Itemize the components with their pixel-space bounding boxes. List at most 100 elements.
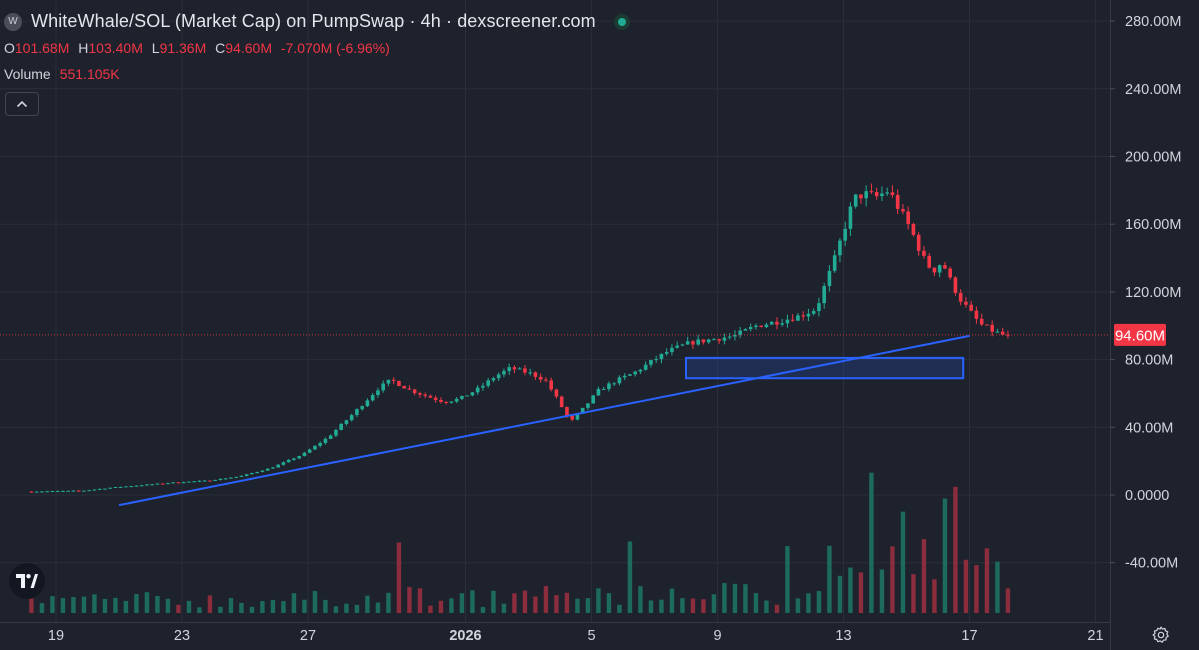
candle-body [691,341,695,345]
candle-body [848,206,853,229]
candle-body [964,301,968,305]
x-tick-label: 5 [587,628,595,644]
candle-body [517,368,522,370]
candle-body [575,413,580,420]
candle-body [680,344,685,346]
candle-body [381,383,385,391]
volume-bar [260,601,265,613]
volume-bar [638,586,643,613]
price-axis[interactable]: 280.00M 240.00M 200.00M 160.00M 120.00M 80.00… [1110,0,1181,650]
candle-body [895,195,900,210]
candle-body [129,486,133,488]
x-tick-label: 17 [961,628,977,644]
candle-body [29,491,34,493]
collapse-legend-button[interactable] [5,92,39,116]
candle-body [607,383,611,389]
volume-bar [701,599,706,613]
candle-body [549,380,553,390]
candle-body [475,387,480,393]
candle-body [376,390,380,396]
candle-body [402,385,406,389]
candle-body [554,389,559,397]
volume-bar [606,593,612,613]
candle-body [643,364,648,370]
volume-bar [501,603,507,613]
candle-body [108,487,112,489]
candle-body [785,319,790,324]
candle-body [780,323,784,325]
volume-bar [470,590,475,613]
candle-body [733,334,737,337]
y-tick-label: 160.00M [1125,217,1181,233]
gear-icon[interactable] [1150,624,1172,646]
y-tick-label: 40.00M [1125,420,1173,436]
candle-body [239,475,244,477]
volume-bar [711,594,717,613]
volume-bar [144,592,150,613]
candle-body [664,352,669,354]
candle-body [92,489,97,491]
candle-body [827,270,832,287]
candle-body [55,490,60,492]
volume-bar [806,593,811,613]
volume-bar [753,593,759,613]
volume-bar [176,604,181,613]
volume-bar [354,604,360,613]
volume-bar [942,498,948,613]
candle-body [822,286,826,304]
trendline [118,334,970,507]
volume-bar [323,599,328,613]
candle-body [260,470,265,472]
candle-body [187,481,191,483]
chevron-up-icon [16,100,28,108]
volume-bar [585,598,591,613]
candle-body [481,385,485,388]
candle-body [134,485,139,487]
candle-body [271,467,275,469]
volume-bar [774,604,780,613]
candle-body [617,377,622,384]
candle-body [911,223,916,235]
volume-bar [239,602,244,613]
candle-body [649,360,653,365]
candle-body [192,481,196,483]
candle-body [979,318,984,325]
gear-icon-glyph [1152,626,1169,643]
tradingview-logo-icon[interactable] [9,563,45,599]
candle-body [223,478,228,480]
drawings[interactable] [118,334,970,507]
volume-bar [543,586,549,613]
candle-body [790,319,795,321]
volume-bar [995,561,1000,613]
volume-bar [228,598,234,613]
candle-body [759,325,763,328]
candle-body [601,388,606,390]
candle-body [580,407,585,414]
candle-body [628,374,632,376]
candle-body [407,388,412,390]
candle-body [953,277,958,293]
candle-body [801,315,805,317]
candle-body [334,429,338,436]
time-axis[interactable]: 19 23 27 2026 5 9 13 17 21 [0,622,1110,645]
volume-bar [669,588,675,613]
candle-body [769,321,774,325]
volume-bar [92,594,97,613]
candle-body [197,480,202,482]
candle-body [370,395,375,401]
candle-body [670,347,674,353]
candle-body [932,267,937,273]
y-tick-label: 240.00M [1125,82,1181,98]
candle-body [297,456,301,459]
candle-body [433,397,438,400]
volume-bar [690,598,696,613]
volume-bar [627,541,633,613]
candle-body [754,325,758,328]
candle-body [244,474,249,476]
candle-body [386,379,391,384]
volume-bar [554,595,559,613]
volume-bar [39,603,45,613]
volume-bar [407,587,412,613]
candle-body [103,488,107,490]
